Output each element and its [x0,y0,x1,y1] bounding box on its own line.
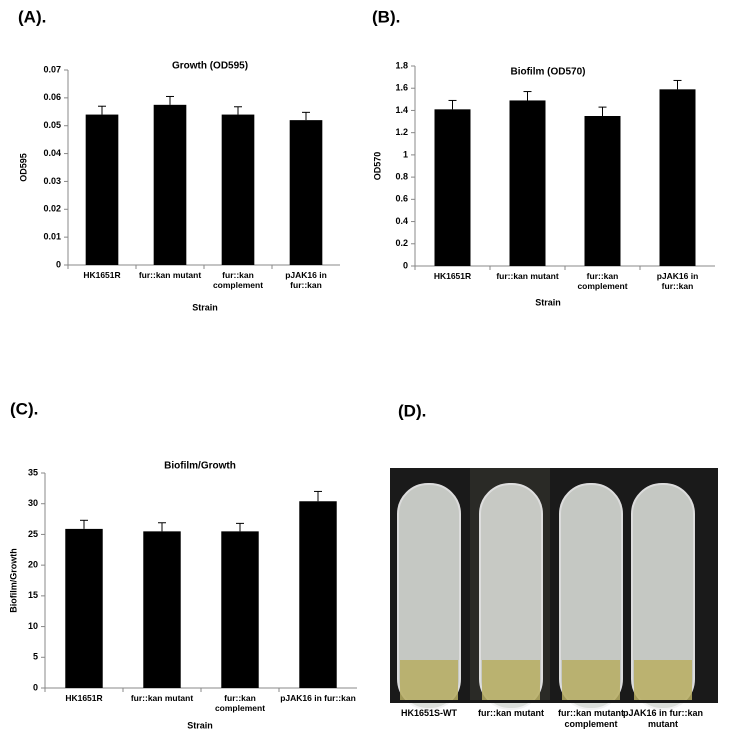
y-tick-label: 0.4 [395,216,408,226]
x-tick-label: fur::kan mutant [130,694,194,703]
x-tick-label-box: fur::kan complement [214,694,266,713]
bar [65,528,103,688]
y-tick-label: 1.6 [395,83,408,93]
x-tick-label-box: pJAK16 in fur::kan [280,694,356,703]
y-axis-label: OD570 [372,152,382,181]
x-tick-label-box: fur::kan complement [212,271,264,290]
bar [153,104,187,265]
photo-caption-box: fur::kan mutant complement [558,708,624,729]
photo [390,468,718,710]
photo-caption: HK1651S-WT [400,708,457,718]
bar [221,114,255,265]
x-tick-label: pJAK16 in fur::kan [656,272,699,291]
photo-caption-box: fur::kan mutant [478,708,544,718]
y-tick-label: 1.4 [395,105,408,115]
y-tick-label: 0 [33,682,38,692]
x-tick-label: HK1651R [433,272,472,281]
x-tick-label: fur::kan mutant [496,272,559,281]
y-tick-label: 0.05 [43,120,61,130]
y-tick-label: 0.02 [43,204,61,214]
x-tick-label: fur::kan complement [214,694,266,713]
y-tick-label: 0.01 [43,232,61,242]
x-tick-label-box: HK1651R [433,272,472,281]
photo-caption-box: HK1651S-WT [400,708,457,718]
chart-title: Biofilm/Growth [164,461,236,472]
y-tick-label: 0.06 [43,92,61,102]
y-tick-label: 25 [28,529,38,539]
y-tick-label: 0.6 [395,194,408,204]
x-tick-label-box: fur::kan complement [577,272,628,291]
photo-caption: pJAK16 in fur::kan mutant [623,708,703,729]
panel-label: (A). [18,7,46,26]
photo-caption: fur::kan mutant [478,708,544,718]
x-tick-label: pJAK16 in fur::kan [280,694,356,703]
x-axis-label: Strain [192,302,218,312]
x-tick-label-box: pJAK16 in fur::kan [656,272,699,291]
y-tick-label: 0.04 [43,148,61,158]
x-tick-label: fur::kan mutant [138,271,202,280]
y-tick-label: 0.2 [395,238,408,248]
y-tick-label: 1 [403,149,408,159]
y-tick-label: 10 [28,621,38,631]
bar [509,100,546,266]
panel-label: (C). [10,399,38,418]
y-axis-label: OD595 [18,153,28,182]
x-tick-label-box: fur::kan mutant [496,272,559,281]
y-tick-label: 30 [28,498,38,508]
y-tick-label: 0.07 [43,64,61,74]
x-tick-label: HK1651R [83,271,121,280]
x-tick-label: HK1651R [65,694,103,703]
x-tick-label-box: fur::kan mutant [138,271,202,280]
bar [143,531,181,688]
x-axis-label: Strain [535,297,561,307]
bar [85,114,119,265]
x-tick-label-box: HK1651R [65,694,103,703]
bar [584,116,621,266]
bar [289,120,323,266]
y-tick-label: 1.8 [395,60,408,70]
x-tick-label: pJAK16 in fur::kan [285,271,327,290]
x-tick-label-box: HK1651R [83,271,121,280]
bar [299,501,337,688]
panel-label: (B). [372,7,400,26]
x-tick-label-box: pJAK16 in fur::kan [285,271,327,290]
y-tick-label: 15 [28,590,38,600]
x-tick-label: fur::kan complement [212,271,264,290]
chart-title: Biofilm (OD570) [510,67,585,78]
photo-caption-box: pJAK16 in fur::kan mutant [623,708,703,729]
y-tick-label: 0 [403,260,408,270]
y-tick-label: 0.8 [395,171,408,181]
panel-label: (D). [398,401,426,420]
y-tick-label: 0.03 [43,176,61,186]
x-axis-label: Strain [187,720,213,730]
photo-caption: fur::kan mutant complement [558,708,624,729]
bar [659,89,696,266]
y-tick-label: 35 [28,467,38,477]
x-tick-label: fur::kan complement [577,272,628,291]
y-tick-label: 5 [33,652,38,662]
y-axis-label: Biofilm/Growth [8,548,18,613]
bar [221,531,259,688]
y-tick-label: 1.2 [395,127,408,137]
chart-title: Growth (OD595) [172,61,248,72]
y-tick-label: 20 [28,560,38,570]
x-tick-label-box: fur::kan mutant [130,694,194,703]
y-tick-label: 0 [56,259,61,269]
bar [434,109,471,266]
